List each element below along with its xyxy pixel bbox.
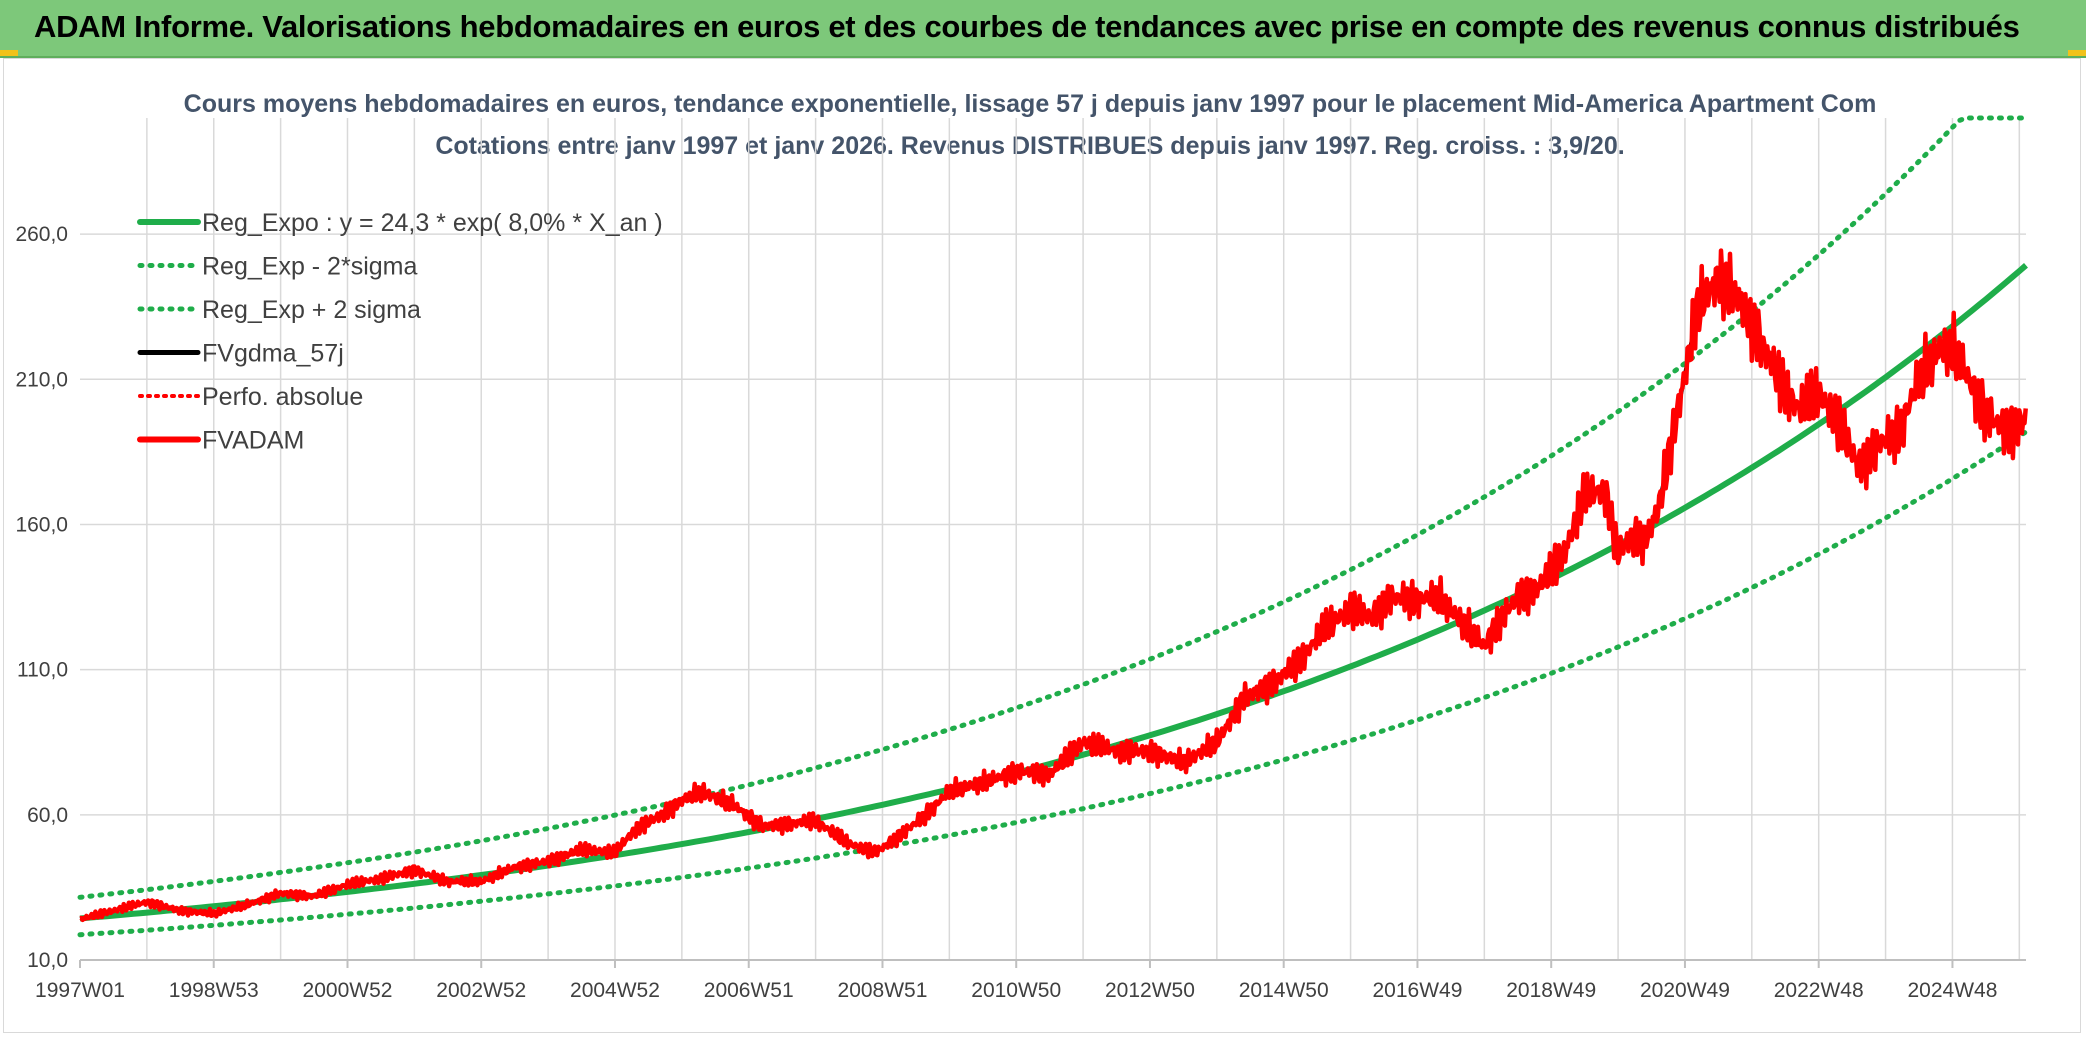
- legend-label: FVADAM: [202, 427, 304, 455]
- page-title: ADAM Informe. Valorisations hebdomadaire…: [34, 9, 2020, 44]
- y-tick-label: 210,0: [15, 368, 68, 391]
- legend-label: Perfo. absolue: [202, 383, 363, 411]
- grid: [80, 118, 2026, 961]
- corner-marker-left: [0, 50, 18, 56]
- series-reg-minus-2sigma: [77, 429, 2029, 938]
- x-tick-label: 2022W48: [1774, 979, 1864, 1002]
- x-tick-label: 1998W53: [169, 979, 259, 1002]
- legend-label: Reg_Expo : y = 24,3 * exp( 8,0% * X_an ): [202, 209, 663, 237]
- x-tick-label: 2010W50: [971, 979, 1061, 1002]
- legend-label: Reg_Exp - 2*sigma: [202, 253, 417, 281]
- y-tick-label: 60,0: [27, 804, 68, 827]
- y-tick-label: 110,0: [17, 659, 68, 682]
- chart-title-line2: Cotations entre janv 1997 et janv 2026. …: [435, 132, 1624, 160]
- x-tick-label: 1997W01: [35, 979, 125, 1002]
- series-reg-expo: [79, 263, 2028, 922]
- legend-label: Reg_Exp + 2 sigma: [202, 296, 421, 324]
- chart-title-line1: Cours moyens hebdomadaires en euros, ten…: [184, 90, 1877, 118]
- x-tick-label: 2006W51: [704, 979, 794, 1002]
- series-fvadam: [79, 248, 2028, 923]
- legend: Reg_Expo : y = 24,3 * exp( 8,0% * X_an )…: [137, 209, 663, 455]
- corner-marker-right: [2068, 50, 2086, 56]
- x-tick-label: 2024W48: [1907, 979, 1997, 1002]
- legend-label: FVgdma_57j: [202, 340, 344, 368]
- x-axis: 1997W01 1998W53 2000W52 2002W52 2004W52 2006W…: [35, 960, 1997, 1002]
- y-axis: 10,0 60,0 110,0 160,0 210,0 260,0: [15, 223, 68, 972]
- y-tick-label: 260,0: [15, 223, 68, 246]
- x-tick-label: 2020W49: [1640, 979, 1730, 1002]
- x-tick-label: 2018W49: [1506, 979, 1596, 1002]
- header-banner: ADAM Informe. Valorisations hebdomadaire…: [0, 0, 2086, 58]
- y-tick-label: 160,0: [15, 513, 68, 536]
- series-reg-plus-2sigma: [77, 115, 2029, 900]
- x-tick-label: 2016W49: [1373, 979, 1463, 1002]
- x-tick-label: 2012W50: [1105, 979, 1195, 1002]
- x-tick-label: 2014W50: [1239, 979, 1329, 1002]
- x-tick-label: 2008W51: [838, 979, 928, 1002]
- x-tick-label: 2002W52: [436, 979, 526, 1002]
- plot-area: [77, 115, 2029, 938]
- x-tick-label: 2004W52: [570, 979, 660, 1002]
- x-tick-label: 2000W52: [303, 979, 393, 1002]
- y-tick-label: 10,0: [27, 949, 68, 972]
- chart-frame: [3, 58, 2081, 1033]
- series-fvgdma-57j: [79, 279, 2027, 921]
